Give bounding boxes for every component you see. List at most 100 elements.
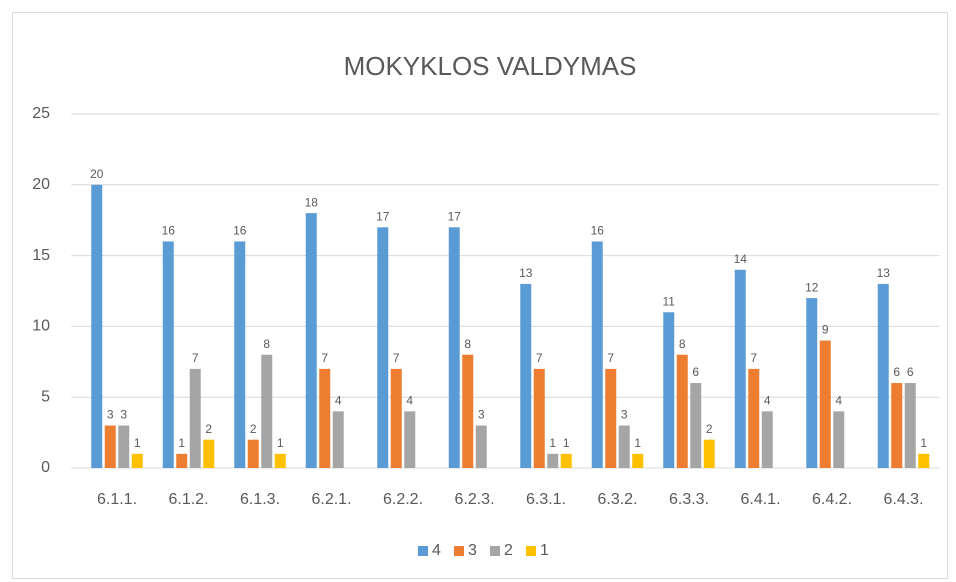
bar — [520, 283, 532, 468]
bar — [676, 354, 688, 468]
bar — [404, 411, 416, 468]
bar — [390, 368, 402, 468]
data-label: 7 — [607, 351, 614, 365]
data-label: 3 — [120, 408, 127, 422]
bar — [475, 425, 487, 468]
bar — [131, 453, 143, 468]
x-tick-label: 6.3.3. — [669, 491, 709, 508]
legend-label: 2 — [504, 542, 513, 559]
data-label: 16 — [162, 224, 176, 238]
data-label: 7 — [321, 351, 328, 365]
data-label: 20 — [90, 167, 104, 181]
data-label: 16 — [233, 224, 247, 238]
data-label: 3 — [478, 408, 485, 422]
data-label: 6 — [907, 365, 914, 379]
bar — [761, 411, 773, 468]
legend-label: 4 — [432, 542, 441, 559]
data-label: 4 — [835, 394, 842, 408]
bar — [833, 411, 845, 468]
data-label: 11 — [663, 294, 676, 308]
bar — [891, 383, 903, 468]
data-label: 1 — [178, 436, 185, 450]
bar — [918, 453, 930, 468]
data-label: 16 — [591, 224, 605, 238]
bar — [690, 383, 702, 468]
bar — [176, 453, 188, 468]
bar — [234, 241, 246, 468]
x-tick-label: 6.4.1. — [740, 491, 780, 508]
y-tick-label: 10 — [32, 318, 50, 335]
x-tick-label: 6.1.3. — [240, 491, 280, 508]
data-label: 1 — [563, 436, 570, 450]
y-tick-label: 20 — [32, 176, 50, 193]
bar — [703, 439, 715, 468]
data-label: 17 — [448, 209, 462, 223]
data-label: 3 — [621, 408, 628, 422]
data-label: 13 — [877, 266, 891, 280]
legend-swatch — [454, 546, 464, 556]
data-label: 2 — [205, 422, 212, 436]
data-label: 12 — [805, 280, 819, 294]
x-tick-label: 6.2.3. — [454, 491, 494, 508]
chart-title: MOKYKLOS VALDYMAS — [344, 51, 637, 81]
data-label: 2 — [250, 422, 257, 436]
bar — [274, 453, 286, 468]
y-tick-label: 0 — [41, 459, 50, 476]
bar — [547, 453, 559, 468]
data-label: 8 — [679, 337, 686, 351]
data-label: 13 — [519, 266, 533, 280]
bar — [332, 411, 344, 468]
bar — [377, 227, 389, 468]
data-label: 17 — [376, 209, 390, 223]
bar — [448, 227, 460, 468]
bar — [162, 241, 174, 468]
data-label: 7 — [536, 351, 543, 365]
bar — [118, 425, 130, 468]
data-label: 1 — [277, 436, 284, 450]
legend-swatch — [490, 546, 500, 556]
y-tick-label: 5 — [41, 388, 50, 405]
legend-label: 1 — [540, 542, 549, 559]
x-tick-label: 6.2.2. — [383, 491, 423, 508]
bar — [104, 425, 116, 468]
bar — [819, 340, 831, 468]
bar — [247, 439, 259, 468]
data-label: 1 — [549, 436, 556, 450]
data-label: 8 — [464, 337, 471, 351]
bar — [632, 453, 644, 468]
x-tick-label: 6.1.1. — [97, 491, 137, 508]
bar — [91, 184, 103, 469]
data-label: 1 — [920, 436, 927, 450]
data-label: 4 — [764, 394, 771, 408]
data-label: 7 — [192, 351, 199, 365]
data-label: 4 — [406, 394, 413, 408]
data-label: 4 — [335, 394, 342, 408]
data-label: 7 — [750, 351, 757, 365]
x-tick-label: 6.4.2. — [812, 491, 852, 508]
bar — [605, 368, 617, 468]
bar — [618, 425, 630, 468]
x-tick-label: 6.4.3. — [883, 491, 923, 508]
bar — [203, 439, 215, 468]
bar — [904, 383, 916, 468]
legend-swatch — [526, 546, 536, 556]
bar — [533, 368, 545, 468]
data-label: 1 — [634, 436, 641, 450]
bar — [189, 368, 201, 468]
data-label: 2 — [706, 422, 713, 436]
bar — [560, 453, 572, 468]
legend-label: 3 — [468, 542, 477, 559]
y-tick-label: 25 — [32, 105, 50, 122]
bar — [261, 354, 273, 468]
data-label: 14 — [734, 252, 748, 266]
bar — [748, 368, 760, 468]
data-label: 1 — [134, 436, 141, 450]
x-tick-label: 6.1.2. — [168, 491, 208, 508]
data-label: 18 — [305, 195, 319, 209]
data-label: 3 — [107, 408, 114, 422]
data-label: 9 — [822, 323, 829, 337]
data-label: 6 — [893, 365, 900, 379]
bar — [319, 368, 331, 468]
data-label: 7 — [393, 351, 400, 365]
